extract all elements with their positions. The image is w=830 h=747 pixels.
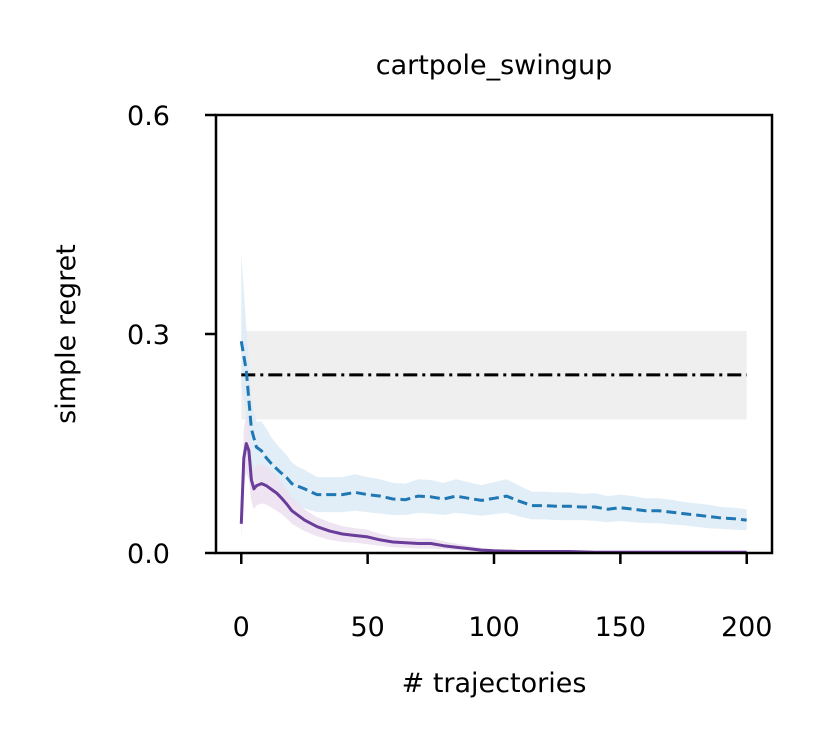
bands-layer [241, 253, 747, 553]
y-axis-label: simple regret [51, 244, 82, 424]
y-tick-label: 0.0 [127, 539, 170, 570]
x-tick-label: 100 [468, 612, 520, 643]
x-tick-label: 200 [721, 612, 773, 643]
x-axis-label: # trajectories [402, 668, 587, 699]
x-tick-label: 50 [350, 612, 384, 643]
y-tick-label: 0.3 [127, 320, 170, 351]
x-tick-label: 150 [595, 612, 647, 643]
chart-title: cartpole_swingup [376, 50, 613, 81]
x-tick-label: 0 [233, 612, 250, 643]
y-tick-label: 0.6 [127, 101, 170, 132]
series-1-line [239, 341, 747, 522]
ticks-layer: 0 50 100 150 200 0.0 0.3 0.6 [127, 101, 772, 643]
